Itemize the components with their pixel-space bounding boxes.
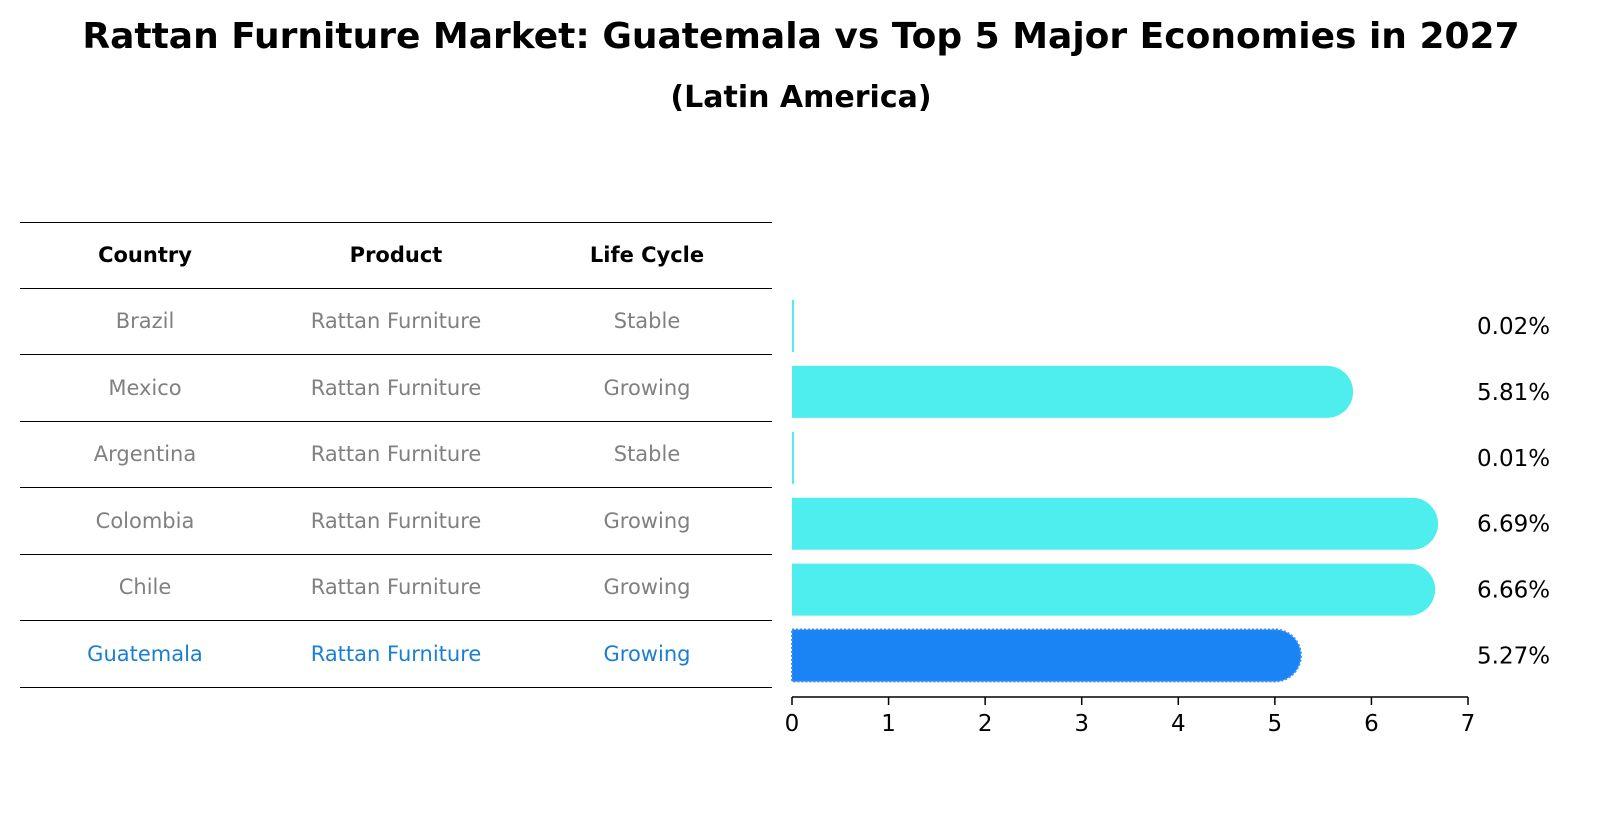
chart-subtitle: (Latin America) [670,80,932,115]
table-rule [20,487,772,489]
x-tick-label: 1 [881,711,896,737]
x-tick-label: 6 [1364,711,1379,737]
bar-guatemala [791,628,1302,683]
value-label: 5.27% [1477,644,1550,670]
header-product: Product [349,243,443,267]
table-cell-product: Rattan Furniture [310,442,482,466]
bar-mexico [792,365,1354,418]
bar-chile [792,563,1436,616]
table-cell-product: Rattan Furniture [310,375,482,400]
table-cell-country: Colombia [95,508,195,533]
table-rule [20,288,772,289]
x-tick-label: 0 [785,711,800,737]
bar-argentina [792,431,794,484]
header-country: Country [98,243,192,267]
table-cell-product: Rattan Furniture [310,575,482,599]
x-tick-label: 2 [978,711,993,737]
table-cell-life-cycle: Growing [603,508,691,533]
x-tick-label: 7 [1461,711,1476,737]
table-cell-product: Rattan Furniture [310,508,482,533]
table-rule [20,420,772,422]
table-cell-country: Chile [118,575,172,599]
table-cell-country: Mexico [108,375,182,400]
table-cell-product: Rattan Furniture [310,641,482,666]
bar-brazil [792,300,794,352]
table-rule [20,686,772,688]
value-label: 0.02% [1477,314,1550,340]
value-label: 0.01% [1477,446,1550,472]
table-rule [20,354,772,356]
x-tick-label: 4 [1171,711,1186,737]
table-cell-country: Argentina [93,442,197,466]
table-cell-product: Rattan Furniture [310,309,482,333]
chart-title: Rattan Furniture Market: Guatemala vs To… [82,16,1520,57]
table-cell-country: Guatemala [87,641,203,666]
x-tick-label: 5 [1268,711,1283,737]
table-cell-life-cycle: Growing [603,375,691,400]
header-life-cycle: Life Cycle [589,243,705,267]
table-cell-country: Brazil [115,309,175,333]
bar-colombia [792,497,1439,550]
table-rule [20,222,772,223]
table-cell-life-cycle: Stable [613,442,681,466]
table-rule [20,620,772,622]
value-label: 5.81% [1477,380,1550,406]
table-cell-life-cycle: Growing [603,641,691,666]
value-label: 6.66% [1477,578,1550,604]
table-cell-life-cycle: Growing [603,575,691,599]
table-rule [20,553,772,555]
table-cell-life-cycle: Stable [613,309,681,333]
x-tick-label: 3 [1074,711,1089,737]
value-label: 6.69% [1477,512,1550,538]
